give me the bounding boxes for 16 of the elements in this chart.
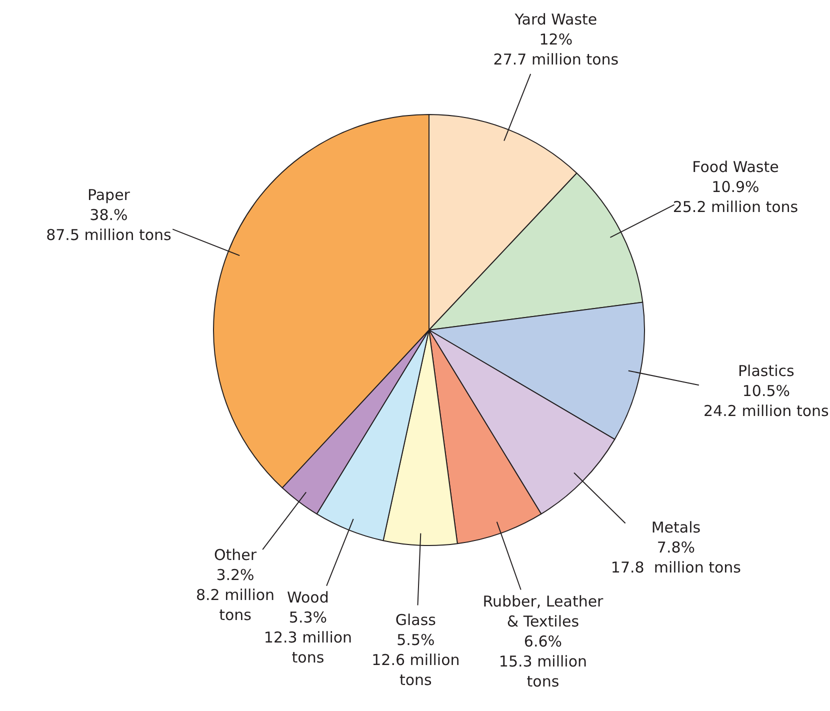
data-label: 12% 27.7 million tons: [493, 30, 619, 68]
slice-label: Plastics: [738, 362, 795, 380]
data-label: 10.9% 25.2 million tons: [672, 178, 798, 216]
slice-label: Wood: [287, 588, 329, 606]
slice-label: Metals: [651, 518, 701, 536]
data-label: 10.5% 24.2 million tons: [704, 382, 830, 420]
data-label: 5.5% 12.6 million tons: [372, 631, 460, 690]
slice-label: Glass: [395, 611, 436, 630]
data-label: 6.6% 15.3 million tons: [498, 632, 588, 690]
slice-label: Other: [214, 546, 258, 564]
slice-label: Rubber, Leather & Textiles: [482, 592, 604, 630]
slice-label: Paper: [87, 186, 131, 204]
data-label: 38.% 87.5 million tons: [46, 206, 172, 244]
data-label: 7.8% 17.8 million tons: [610, 538, 742, 576]
slice-label: Food Waste: [692, 158, 779, 176]
slice-label: Yard Waste: [514, 10, 598, 28]
